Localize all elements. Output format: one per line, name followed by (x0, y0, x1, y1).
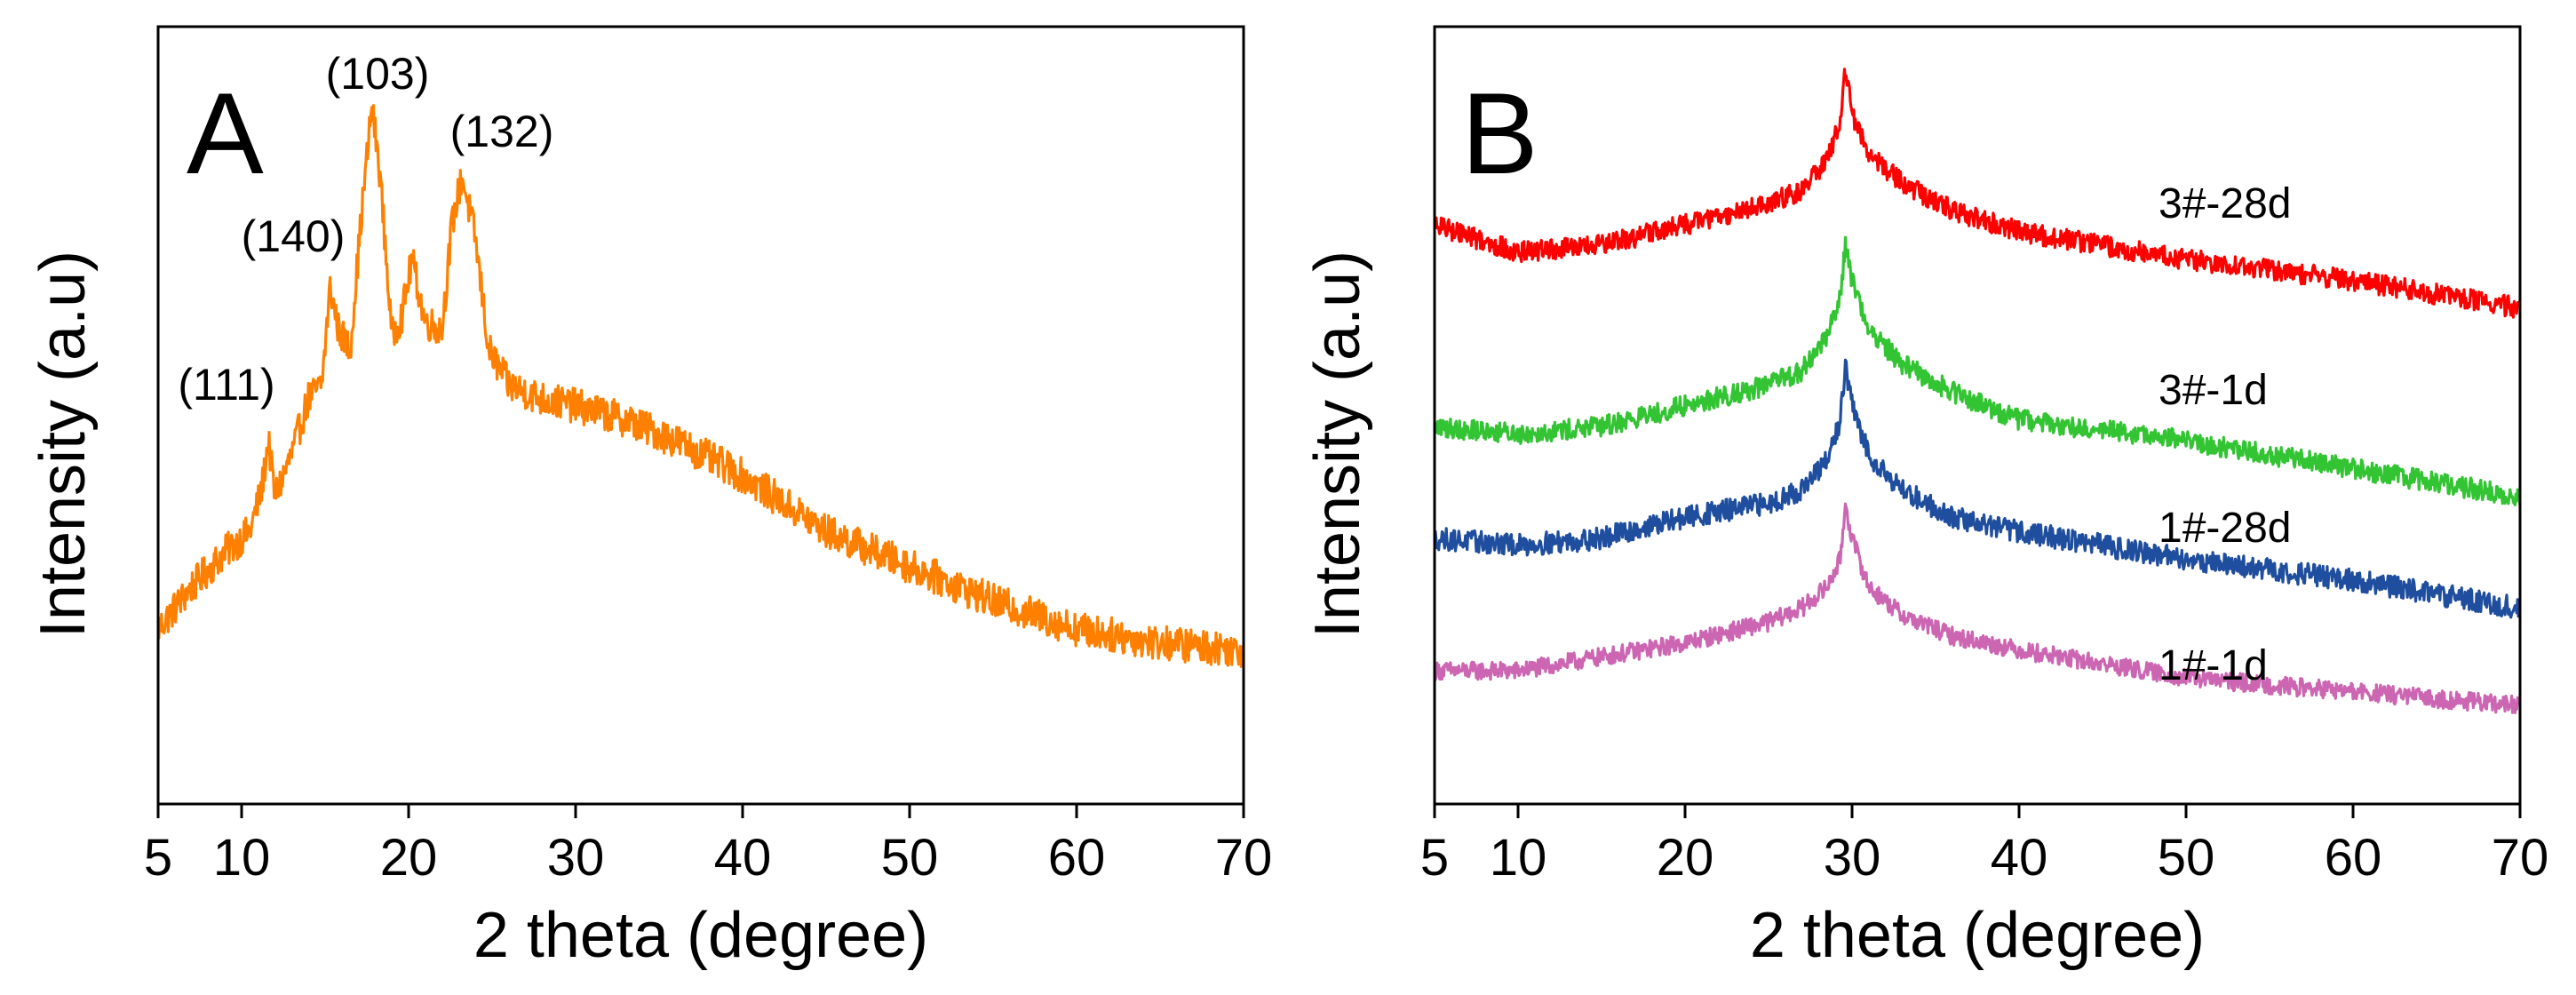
panel-letter-a: A (187, 68, 264, 198)
x-tick-label-b-7: 70 (2492, 829, 2549, 887)
x-tick-label-b-5: 50 (2158, 829, 2215, 887)
panel-a: 5 10 20 30 40 50 60 70 2 theta (degree) Intensity… (28, 25, 1273, 971)
series-line-b-0 (1433, 502, 2522, 714)
x-axis-title-a: 2 theta (degree) (473, 900, 928, 971)
x-tick-label-a-5: 50 (881, 829, 939, 887)
plot-frame-b (1433, 25, 2522, 806)
x-tick-label-a-2: 20 (380, 829, 438, 887)
x-tick-label-a-4: 40 (714, 829, 772, 887)
x-tick-label-b-6: 60 (2325, 829, 2382, 887)
x-tick-label-a-3: 30 (547, 829, 605, 887)
series-label-b-3: 3#-28d (2159, 180, 2291, 227)
peak-label-a-0: (111) (178, 360, 274, 410)
series-line-b-1 (1433, 358, 2522, 619)
x-tick-label-b-3: 30 (1824, 829, 1881, 887)
peak-label-a-3: (132) (450, 107, 554, 156)
x-axis-title-b: 2 theta (degree) (1750, 900, 2205, 971)
panel-b: 5 10 20 30 40 50 60 70 2 theta (degree) Intensity… (1302, 25, 2549, 971)
x-tick-label-a-7: 70 (1215, 829, 1273, 887)
x-tick-label-b-0: 5 (1420, 829, 1449, 887)
y-axis-title-b: Intensity (a.u) (1302, 251, 1373, 638)
series-label-b-0: 1#-1d (2159, 642, 2268, 689)
x-tick-label-a-1: 10 (213, 829, 271, 887)
x-tick-label-b-4: 40 (1991, 829, 2048, 887)
series-line-a-0 (156, 104, 1245, 668)
peak-label-a-1: (140) (242, 211, 346, 261)
series-line-b-3 (1433, 68, 2522, 319)
y-axis-title-a: Intensity (a.u) (28, 251, 99, 638)
plot-frame-a (156, 25, 1245, 806)
series-label-b-1: 1#-28d (2159, 505, 2291, 552)
series-line-b-2 (1433, 235, 2522, 506)
peak-label-a-2: (103) (326, 49, 430, 99)
panel-letter-b: B (1461, 68, 1538, 198)
x-tick-label-a-6: 60 (1048, 829, 1106, 887)
x-tick-label-a-0: 5 (144, 829, 172, 887)
x-tick-label-b-2: 20 (1657, 829, 1714, 887)
series-label-b-2: 3#-1d (2159, 367, 2268, 414)
x-tick-label-b-1: 10 (1490, 829, 1547, 887)
